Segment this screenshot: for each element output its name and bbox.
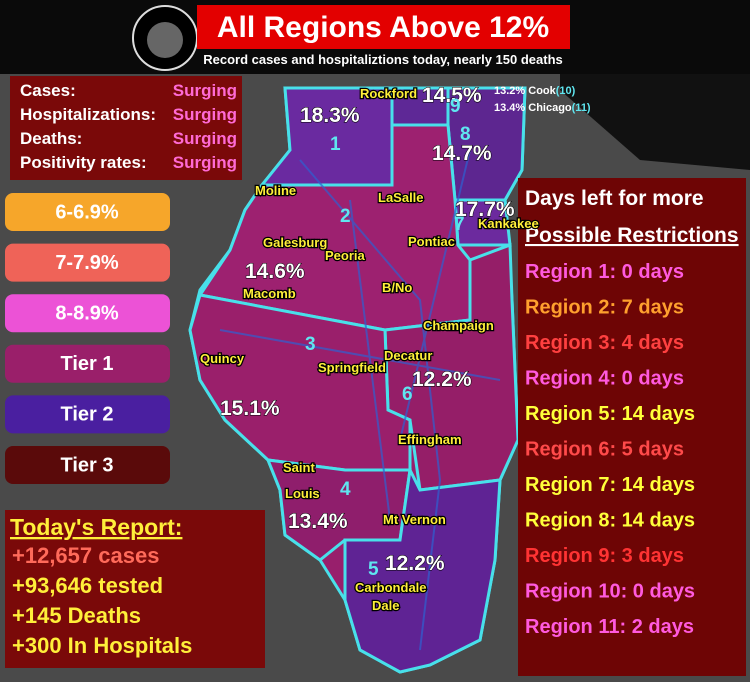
- report-title: Today's Report:: [10, 514, 182, 540]
- region-number: 3: [305, 334, 316, 355]
- region-number: 7: [454, 214, 465, 235]
- region-positivity: 15.1%: [220, 397, 280, 420]
- city-label: Carbondale: [355, 580, 427, 595]
- legend-label: Tier 3: [61, 454, 114, 476]
- city-label: Rockford: [360, 86, 417, 101]
- days-item: Region 4: 0 days: [525, 368, 684, 390]
- city-label: Louis: [285, 486, 320, 501]
- legend-swatch: [5, 294, 170, 333]
- status-value: Surging: [173, 129, 237, 148]
- region-5: [343, 465, 502, 674]
- days-item: Region 7: 14 days: [525, 474, 695, 496]
- region-positivity: 12.2%: [385, 552, 445, 575]
- days-item: Region 9: 3 days: [525, 545, 684, 567]
- region-positivity: 12.2%: [412, 368, 472, 391]
- city-label: Springfield: [318, 360, 386, 375]
- status-value: Surging: [173, 153, 237, 172]
- legend: 6-6.9% 7-7.9% 8-8.9% Tier 1 Tier 2 Tier 3: [5, 193, 170, 484]
- city-label: Dale: [372, 598, 399, 613]
- days-item: Region 2: 7 days: [525, 297, 684, 319]
- region-positivity: 14.6%: [245, 260, 305, 283]
- status-label: Positivity rates:: [20, 153, 147, 172]
- report-item: +12,657 cases: [12, 543, 159, 568]
- region-number: 6: [402, 384, 413, 405]
- days-box: [518, 178, 746, 676]
- region-number: 8: [460, 124, 471, 145]
- report-box: [5, 510, 265, 668]
- city-label: Champaign: [423, 318, 494, 333]
- status-value: Surging: [173, 81, 237, 100]
- region-number: 5: [368, 559, 379, 580]
- city-label: B/No: [382, 280, 412, 295]
- region-number: 4: [340, 479, 351, 500]
- status-label: Cases:: [20, 81, 76, 100]
- region-positivity: 18.3%: [300, 104, 360, 127]
- report-items: +12,657 cases +93,646 tested +145 Deaths +3…: [12, 543, 192, 658]
- report-item: +93,646 tested: [12, 573, 163, 598]
- logo-emblem: [147, 22, 183, 58]
- region-number: 2: [340, 206, 351, 227]
- region-positivity: 14.7%: [432, 142, 492, 165]
- days-subtitle: Possible Restrictions: [525, 224, 739, 247]
- city-label: Kankakee: [478, 216, 539, 231]
- city-label: Galesburg: [263, 235, 327, 250]
- status-label: Hospitalizations:: [20, 105, 156, 124]
- status-value: Surging: [173, 105, 237, 124]
- days-item: Region 5: 14 days: [525, 403, 695, 425]
- city-label: Mt Vernon: [383, 512, 446, 527]
- region-number: 1: [330, 134, 341, 155]
- status-rows: Cases: Surging Hospitalizations: Surging Dea…: [20, 81, 237, 172]
- days-item: Region 3: 4 days: [525, 332, 684, 354]
- city-label: Decatur: [384, 348, 432, 363]
- chicago-area-label: 13.2% Cook(10): [494, 85, 576, 97]
- illinois-map: [188, 86, 527, 674]
- legend-swatch: [5, 243, 170, 282]
- status-label: Deaths:: [20, 129, 82, 148]
- city-label: Peoria: [325, 248, 366, 263]
- title: All Regions Above 12%: [217, 11, 549, 44]
- legend-label: 6-6.9%: [55, 201, 119, 223]
- region-number: 9: [450, 96, 461, 117]
- city-label: Moline: [255, 183, 296, 198]
- legend-label: 8-8.9%: [55, 302, 119, 324]
- city-label: LaSalle: [378, 190, 424, 205]
- days-item: Region 10: 0 days: [525, 581, 695, 603]
- lake-michigan: [560, 74, 750, 170]
- chicago-area-text: 13.4% Chicago: [494, 102, 572, 114]
- days-items: Region 1: 0 days Region 2: 7 days Region 3…: [525, 261, 695, 638]
- legend-label: Tier 2: [61, 404, 114, 426]
- legend-swatch: [5, 193, 170, 231]
- days-item: Region 11: 2 days: [525, 616, 694, 638]
- legend-swatch: [5, 395, 170, 434]
- highways: [219, 149, 501, 651]
- city-label: Macomb: [243, 286, 296, 301]
- subtitle: Record cases and hospitaliztions today, …: [203, 52, 563, 67]
- days-item: Region 1: 0 days: [525, 261, 684, 283]
- chicago-area-label: 13.4% Chicago(11): [494, 102, 591, 114]
- status-box: [10, 76, 242, 180]
- chicago-area-number: (10): [556, 85, 576, 97]
- legend-label: 7-7.9%: [55, 252, 119, 274]
- city-label: Saint: [283, 460, 315, 475]
- region-positivity: 17.7%: [455, 198, 515, 221]
- report-item: +145 Deaths: [12, 603, 141, 628]
- days-item: Region 6: 5 days: [525, 439, 684, 461]
- report-item: +300 In Hospitals: [12, 633, 192, 658]
- city-label: Pontiac: [408, 234, 455, 249]
- legend-swatch: [5, 344, 170, 383]
- chicago-area-number: (11): [572, 102, 591, 114]
- title-box: [197, 5, 570, 49]
- days-title: Days left for more: [525, 187, 704, 210]
- map-labels: 18.3%114.6%215.1%313.4%412.2%512.2%617.7…: [199, 84, 591, 615]
- legend-swatch: [5, 446, 170, 484]
- region-positivity: 13.4%: [288, 510, 348, 533]
- city-label: Effingham: [398, 432, 462, 447]
- days-item: Region 8: 14 days: [525, 510, 695, 532]
- chicago-area-text: 13.2% Cook: [494, 85, 557, 97]
- region-positivity: 14.5%: [422, 84, 482, 107]
- legend-label: Tier 1: [61, 353, 114, 375]
- city-label: Quincy: [200, 351, 245, 366]
